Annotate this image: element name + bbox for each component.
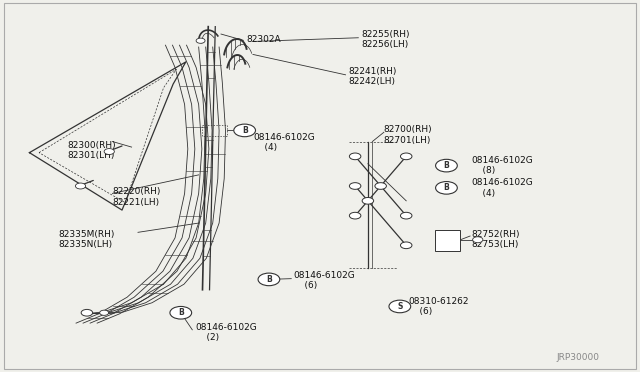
Circle shape bbox=[362, 198, 374, 204]
Text: B: B bbox=[444, 161, 449, 170]
Circle shape bbox=[76, 183, 86, 189]
Circle shape bbox=[258, 273, 280, 286]
Circle shape bbox=[349, 153, 361, 160]
Text: B: B bbox=[266, 275, 272, 284]
Text: 82700(RH)
82701(LH): 82700(RH) 82701(LH) bbox=[384, 125, 433, 145]
Circle shape bbox=[170, 307, 191, 319]
Circle shape bbox=[401, 212, 412, 219]
Polygon shape bbox=[435, 231, 461, 251]
Circle shape bbox=[389, 300, 411, 313]
Circle shape bbox=[104, 148, 115, 154]
Circle shape bbox=[401, 242, 412, 248]
Text: 08146-6102G
    (4): 08146-6102G (4) bbox=[253, 132, 315, 152]
Circle shape bbox=[401, 153, 412, 160]
Text: B: B bbox=[242, 126, 248, 135]
Text: JRP30000: JRP30000 bbox=[556, 353, 599, 362]
Text: B: B bbox=[444, 183, 449, 192]
Text: 08146-6102G
    (2): 08146-6102G (2) bbox=[195, 323, 257, 342]
Circle shape bbox=[349, 183, 361, 189]
Text: 82302A: 82302A bbox=[246, 35, 281, 44]
Text: 08146-6102G
    (8): 08146-6102G (8) bbox=[471, 156, 533, 175]
Text: 08146-6102G
    (6): 08146-6102G (6) bbox=[293, 271, 355, 290]
Text: 82300(RH)
82301(LH): 82300(RH) 82301(LH) bbox=[68, 141, 116, 160]
Text: 82220(RH)
82221(LH): 82220(RH) 82221(LH) bbox=[113, 187, 161, 207]
Circle shape bbox=[100, 310, 109, 315]
Text: 08146-6102G
    (4): 08146-6102G (4) bbox=[471, 178, 533, 198]
Text: S: S bbox=[397, 302, 403, 311]
Text: 82241(RH)
82242(LH): 82241(RH) 82242(LH) bbox=[349, 67, 397, 86]
Circle shape bbox=[436, 182, 458, 194]
Text: 08310-61262
    (6): 08310-61262 (6) bbox=[408, 297, 468, 316]
Text: 82752(RH)
82753(LH): 82752(RH) 82753(LH) bbox=[471, 230, 520, 250]
Circle shape bbox=[349, 212, 361, 219]
Circle shape bbox=[81, 310, 93, 316]
Text: 82335M(RH)
82335N(LH): 82335M(RH) 82335N(LH) bbox=[58, 230, 115, 250]
Text: 82255(RH)
82256(LH): 82255(RH) 82256(LH) bbox=[362, 30, 410, 49]
Text: B: B bbox=[178, 308, 184, 317]
Circle shape bbox=[196, 38, 205, 43]
Circle shape bbox=[234, 124, 255, 137]
Circle shape bbox=[472, 237, 483, 243]
Circle shape bbox=[436, 159, 458, 172]
Circle shape bbox=[375, 183, 387, 189]
